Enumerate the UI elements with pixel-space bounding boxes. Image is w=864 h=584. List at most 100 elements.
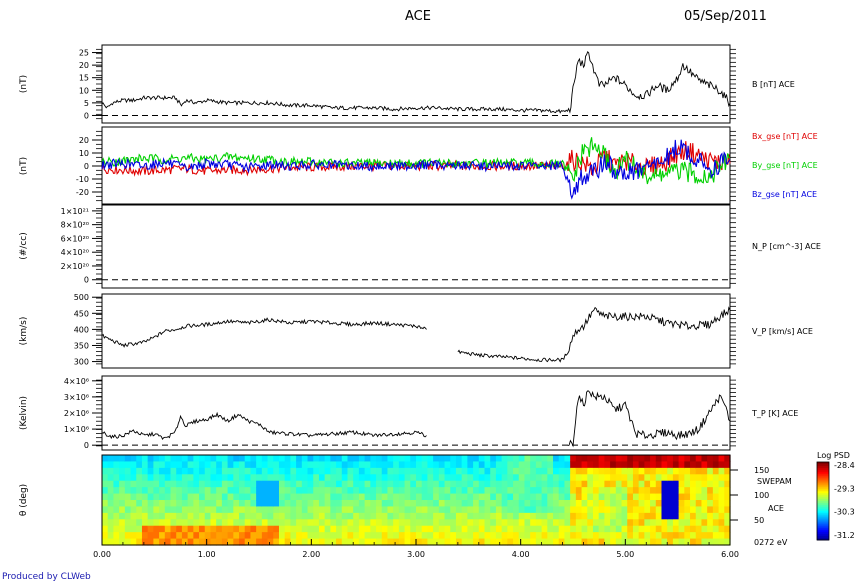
heatmap-cell xyxy=(416,480,423,488)
heatmap-cell xyxy=(518,512,526,520)
heatmap-cell xyxy=(444,487,451,495)
heatmap-cell xyxy=(181,480,189,488)
heatmap-cell xyxy=(393,500,400,508)
heatmap-cell xyxy=(159,474,166,482)
heatmap-cell xyxy=(404,538,411,546)
heatmap-cell xyxy=(690,474,697,482)
heatmap-cell xyxy=(564,519,571,527)
heatmap-cell xyxy=(410,512,417,520)
heatmap-cell xyxy=(558,461,566,469)
heatmap-cell xyxy=(610,525,617,533)
heatmap-cell xyxy=(444,525,451,533)
heatmap-cell xyxy=(638,512,645,520)
heatmap-cell xyxy=(724,455,731,463)
heatmap-cell xyxy=(256,455,263,463)
heatmap-cell xyxy=(444,480,451,488)
heatmap-cell xyxy=(678,461,685,469)
heatmap-cell xyxy=(587,500,594,508)
heatmap-cell xyxy=(102,525,109,533)
heatmap-cell xyxy=(296,532,303,540)
heatmap-cell xyxy=(164,493,172,501)
heatmap-cell xyxy=(718,474,725,482)
heatmap-cell xyxy=(147,493,154,501)
heatmap-cell xyxy=(416,512,423,520)
heatmap-cell xyxy=(239,493,246,501)
heatmap-cell xyxy=(153,480,160,488)
heatmap-cell xyxy=(530,512,537,520)
heatmap-cell xyxy=(513,538,520,546)
heatmap-cell xyxy=(353,461,360,469)
heatmap-cell xyxy=(604,538,611,546)
heatmap-cell xyxy=(119,512,126,520)
heatmap-cell xyxy=(695,487,703,495)
heatmap-cell xyxy=(313,461,320,469)
heatmap-cell xyxy=(119,506,126,514)
heatmap-cell xyxy=(438,480,446,488)
heatmap-cell xyxy=(318,538,326,546)
heatmap-cell xyxy=(290,538,297,546)
heatmap-cell xyxy=(592,532,600,540)
heatmap-cell xyxy=(164,467,172,475)
heatmap-cell xyxy=(490,519,497,527)
heatmap-cell xyxy=(627,538,634,546)
heatmap-cell xyxy=(102,532,109,540)
heatmap-cell xyxy=(147,519,154,527)
heatmap-cell xyxy=(364,538,371,546)
heatmap-cell xyxy=(239,525,246,533)
heatmap-cell xyxy=(387,500,394,508)
heatmap-cell xyxy=(570,519,577,527)
heatmap-cell xyxy=(119,461,126,469)
heatmap-cell xyxy=(581,512,588,520)
heatmap-cell xyxy=(558,512,566,520)
heatmap-cell xyxy=(632,525,640,533)
heatmap-cell xyxy=(204,455,212,463)
series-label: T_P [K] ACE xyxy=(751,409,798,418)
heatmap-cell xyxy=(267,461,274,469)
heatmap-cell xyxy=(547,455,554,463)
heatmap-cell xyxy=(347,455,354,463)
heatmap-cell xyxy=(667,512,674,520)
heatmap-cell xyxy=(627,461,634,469)
heatmap-cell xyxy=(541,461,548,469)
heatmap-cell xyxy=(416,500,423,508)
heatmap-cell xyxy=(347,532,354,540)
heatmap-cell xyxy=(176,480,183,488)
heatmap-cell xyxy=(313,480,320,488)
heatmap-cell xyxy=(159,467,166,475)
heatmap-cell xyxy=(667,525,674,533)
heatmap-cell xyxy=(518,467,526,475)
heatmap-cell xyxy=(473,474,480,482)
heatmap-cell xyxy=(364,461,371,469)
heatmap-cell xyxy=(575,506,583,514)
heatmap-cell xyxy=(301,480,309,488)
heatmap-cell xyxy=(119,525,126,533)
heatmap-cell xyxy=(353,512,360,520)
heatmap-cell xyxy=(130,480,137,488)
heatmap-cell xyxy=(495,480,503,488)
heatmap-cell xyxy=(461,532,468,540)
heatmap-cell xyxy=(130,487,137,495)
colorbar-cell xyxy=(817,516,829,520)
heatmap-cell xyxy=(176,500,183,508)
heatmap-cell xyxy=(421,532,429,540)
heatmap-cell xyxy=(187,487,194,495)
heatmap-cell xyxy=(461,455,468,463)
heatmap-cell xyxy=(124,467,132,475)
heatmap-cell xyxy=(358,532,366,540)
heatmap-cell xyxy=(113,506,120,514)
heatmap-cell xyxy=(307,467,314,475)
heatmap-cell xyxy=(650,519,657,527)
heatmap-cell xyxy=(381,500,389,508)
y-tick-label: 500 xyxy=(74,293,89,302)
heatmap-cell xyxy=(518,506,526,514)
heatmap-cell xyxy=(210,467,217,475)
heatmap-cell xyxy=(164,538,172,546)
heatmap-cell xyxy=(119,467,126,475)
heatmap-cell xyxy=(113,519,120,527)
heatmap-cell xyxy=(621,506,628,514)
heatmap-cell xyxy=(239,538,246,546)
heatmap-cell xyxy=(284,525,291,533)
heatmap-cell xyxy=(210,506,217,514)
heatmap-cell xyxy=(427,493,434,501)
